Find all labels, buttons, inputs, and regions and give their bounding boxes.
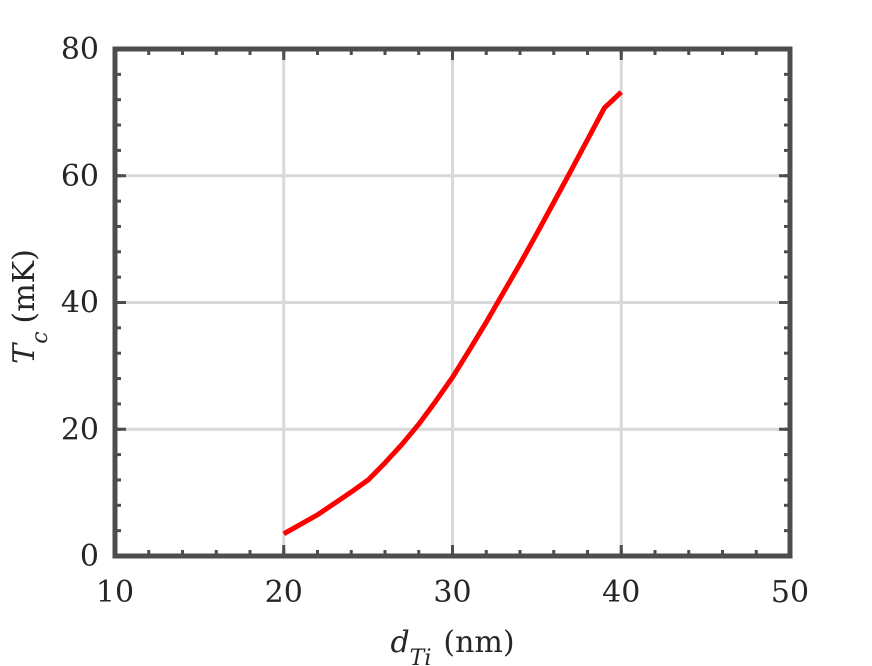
x-axis-label: dTi (nm) (390, 625, 514, 666)
x-tick-label: 20 (265, 575, 303, 610)
plot-frame (112, 46, 793, 559)
y-axis-label: Tc (mK) (7, 249, 53, 364)
x-tick-label: 50 (771, 575, 809, 610)
series-line (282, 90, 623, 536)
y-tick-label: 0 (80, 539, 99, 574)
x-axis-symbol: d (390, 625, 409, 660)
y-axis-symbol: T (7, 342, 42, 364)
y-axis-subscript: c (28, 331, 53, 343)
grid (115, 49, 790, 556)
y-tick-label: 80 (61, 32, 99, 67)
y-axis-unit: (mK) (7, 249, 42, 323)
x-tick-label: 40 (602, 575, 640, 610)
x-axis-unit: (nm) (443, 625, 514, 660)
x-tick-labels: 10 20 30 40 50 (96, 575, 809, 610)
y-tick-label: 20 (61, 412, 99, 447)
x-tick-label: 10 (96, 575, 134, 610)
series-layer (282, 90, 623, 536)
y-tick-label: 40 (61, 286, 99, 321)
x-tick-label: 30 (433, 575, 471, 610)
y-tick-labels: 0 20 40 60 80 (61, 32, 99, 574)
x-axis-subscript: Ti (410, 646, 432, 666)
y-tick-label: 60 (61, 159, 99, 194)
